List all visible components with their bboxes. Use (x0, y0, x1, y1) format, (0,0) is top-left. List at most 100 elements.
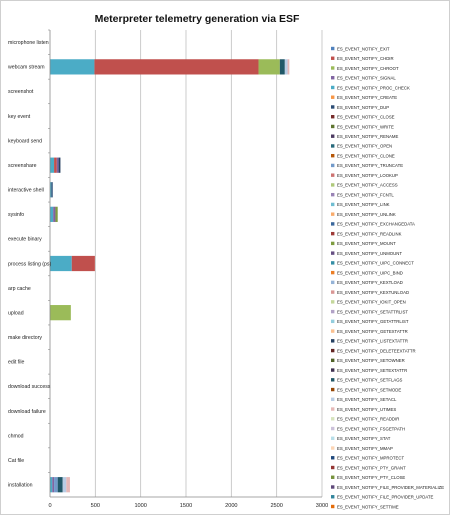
category-label: key event (8, 114, 31, 120)
legend-label: ES_EVENT_NOTIFY_MPROTECT (337, 456, 404, 461)
legend-label: ES_EVENT_NOTIFY_RENAME (337, 134, 398, 139)
bar-segment (56, 157, 59, 173)
chart-title: Meterpreter telemetry generation via ESF (95, 13, 300, 25)
legend-label: ES_EVENT_NOTIFY_UIPC_CONNECT (337, 261, 414, 266)
legend-swatch (331, 192, 335, 197)
legend-label: ES_EVENT_NOTIFY_MMAP (337, 446, 393, 451)
legend-swatch (331, 115, 335, 119)
legend-swatch (331, 280, 335, 285)
category-label: make directory (8, 335, 42, 341)
legend-swatch (331, 387, 335, 392)
category-label: screenshot (8, 89, 34, 95)
category-label: sysinfo (8, 212, 24, 218)
x-tick-label: 1000 (134, 503, 146, 509)
legend-label: ES_EVENT_NOTIFY_UIPC_BIND (337, 270, 403, 275)
grid (94, 30, 323, 497)
legend-label: ES_EVENT_NOTIFY_OPEN (337, 144, 392, 149)
axes: 0 500 1000 1500 2000 2500 3000 microphone liste… (8, 29, 328, 509)
bar-segment (71, 255, 95, 272)
legend-swatch (331, 85, 335, 90)
legend-label: ES_EVENT_NOTIFY_PTY_CLOSE (337, 475, 405, 480)
category-label: edit file (8, 360, 25, 366)
legend-swatch (331, 76, 335, 80)
category-label: upload (8, 310, 24, 316)
legend-swatch (331, 173, 335, 177)
legend-label: ES_EVENT_NOTIFY_PTY_GRANT (337, 465, 406, 470)
bar-segment (58, 157, 61, 173)
legend-swatch (331, 417, 335, 421)
bar-segment (279, 59, 285, 75)
legend-label: ES_EVENT_NOTIFY_SETATTRLIST (337, 309, 408, 314)
category-label: arp cache (8, 286, 31, 292)
legend-swatch (331, 309, 335, 314)
legend-label: ES_EVENT_NOTIFY_ACCESS (337, 183, 398, 188)
legend-swatch (331, 358, 335, 363)
bar-segment (50, 59, 95, 75)
legend-label: ES_EVENT_NOTIFY_GETATTRLIST (337, 319, 409, 324)
legend-label: ES_EVENT_NOTIFY_CHDIR (337, 56, 394, 61)
bar-segment (50, 477, 53, 493)
legend-label: ES_EVENT_NOTIFY_CHROOT (337, 66, 399, 71)
legend-swatch (331, 124, 335, 129)
legend-swatch (331, 231, 335, 236)
legend-label: ES_EVENT_NOTIFY_SETEXTATTR (337, 368, 407, 373)
legend-swatch (331, 319, 335, 324)
x-tick-label: 3000 (316, 503, 328, 509)
legend-swatch (331, 222, 335, 226)
bar-segment (66, 477, 70, 493)
bar-segment (287, 59, 290, 75)
category-label: screenshare (8, 163, 37, 169)
bar-segment (53, 206, 56, 222)
category-label: chmod (8, 433, 24, 439)
legend-label: ES_EVENT_NOTIFY_TRUNCATE (337, 163, 403, 168)
legend-label: ES_EVENT_NOTIFY_READLINK (337, 231, 402, 236)
legend-label: ES_EVENT_NOTIFY_LINK (337, 202, 390, 207)
legend-label: ES_EVENT_NOTIFY_UTIMES (337, 407, 396, 412)
legend-label: ES_EVENT_NOTIFY_LISTEXTATTR (337, 339, 408, 344)
category-label: execute binary (8, 237, 42, 243)
legend-swatch (331, 339, 335, 343)
legend-swatch (331, 183, 335, 187)
legend-label: ES_EVENT_NOTIFY_GETEXTATTR (337, 329, 408, 334)
bar-segment (54, 477, 58, 493)
legend-label: ES_EVENT_NOTIFY_WRITE (337, 124, 394, 129)
bar-segment (94, 59, 259, 75)
legend-swatch (331, 436, 335, 440)
legend-swatch (331, 329, 335, 333)
legend-swatch (331, 290, 335, 294)
legend-swatch (331, 134, 335, 138)
legend-swatch (331, 504, 335, 509)
legend-label: ES_EVENT_NOTIFY_READDIR (337, 417, 399, 422)
legend-label: ES_EVENT_NOTIFY_SIGNAL (337, 76, 396, 81)
legend-swatch (331, 261, 335, 265)
legend-label: ES_EVENT_NOTIFY_MOUNT (337, 241, 396, 246)
legend-label: ES_EVENT_NOTIFY_UNLINK (337, 212, 396, 217)
legend-swatch (331, 300, 335, 304)
legend-swatch (331, 456, 335, 460)
legend-swatch (331, 407, 335, 411)
legend-label: ES_EVENT_NOTIFY_SETACL (337, 397, 397, 402)
bar-segment (50, 305, 71, 321)
legend-label: ES_EVENT_NOTIFY_SETMODE (337, 387, 401, 392)
legend-swatch (331, 446, 335, 450)
bar-segment (284, 59, 288, 75)
legend-label: ES_EVENT_NOTIFY_LOOKUP (337, 173, 398, 178)
category-label: download success (8, 384, 51, 390)
x-tick-label: 2000 (225, 503, 237, 509)
legend-swatch (331, 241, 335, 246)
category-label: interactive shell (8, 188, 44, 194)
category-label: process listing (ps) (8, 261, 52, 267)
legend-label: ES_EVENT_NOTIFY_IOKIT_OPEN (337, 300, 406, 305)
x-tick-label: 500 (91, 503, 100, 509)
legend-swatch (331, 495, 335, 499)
legend-swatch (331, 485, 335, 489)
bar-segment (258, 59, 280, 75)
legend: ES_EVENT_NOTIFY_EXIT ES_EVENT_NOTIFY_CHDI… (331, 46, 444, 509)
legend-label: ES_EVENT_NOTIFY_KEXTUNLOAD (337, 290, 409, 295)
bar-segment (50, 157, 55, 173)
legend-swatch (331, 202, 335, 207)
legend-label: ES_EVENT_NOTIFY_STAT (337, 436, 391, 441)
legend-label: ES_EVENT_NOTIFY_KEXTLOAD (337, 280, 403, 285)
legend-swatch (331, 105, 335, 109)
